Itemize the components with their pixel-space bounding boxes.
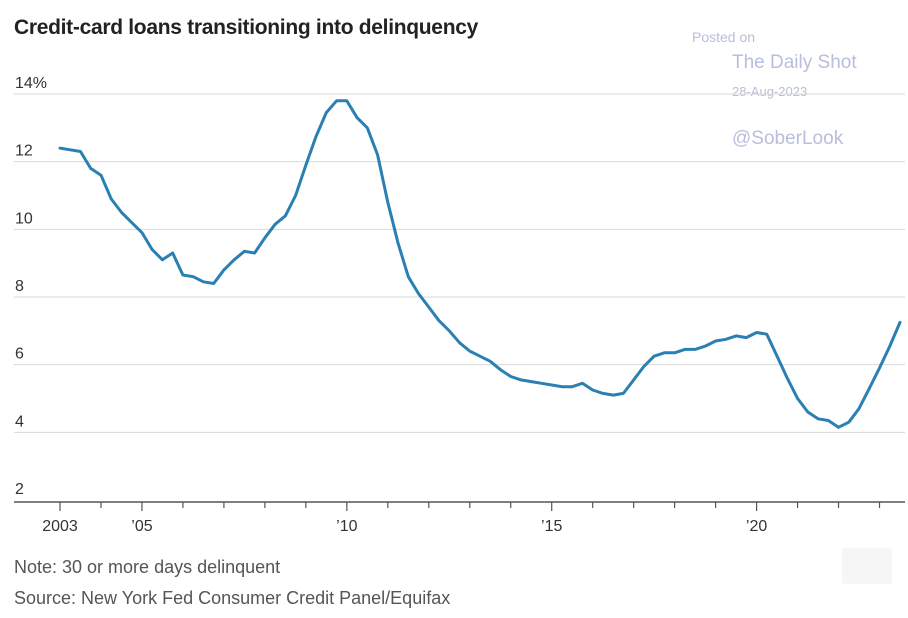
- x-tick-label: ’05: [131, 518, 152, 535]
- watermark-date: 28-Aug-2023: [732, 84, 808, 99]
- x-tick-label: ’15: [541, 518, 562, 535]
- y-axis-labels: 14% 12 10 8 6 4 2: [15, 75, 47, 498]
- chart-title: Credit-card loans transitioning into del…: [14, 16, 478, 39]
- y-tick-label: 4: [15, 413, 24, 430]
- watermark-posted-label: Posted on: [692, 29, 756, 45]
- chart-note: Note: 30 or more days delinquent: [14, 557, 281, 577]
- chart-source: Source: New York Fed Consumer Credit Pan…: [14, 588, 451, 608]
- x-tick-label: 2003: [42, 518, 78, 535]
- expand-button[interactable]: [842, 548, 892, 584]
- series-line-0: [58, 99, 902, 429]
- y-tick-label: 10: [15, 210, 33, 227]
- y-tick-label: 8: [15, 278, 24, 295]
- y-tick-label: 2: [15, 481, 24, 498]
- gridlines: [14, 93, 905, 433]
- watermark-publication-name: The Daily Shot: [732, 52, 857, 73]
- x-tick-label: ’20: [746, 518, 767, 535]
- watermark-handle: @SoberLook: [732, 128, 844, 149]
- series-layer: [58, 99, 902, 429]
- y-tick-label: 12: [15, 143, 33, 160]
- x-tick-label: ’10: [336, 518, 357, 535]
- y-tick-label: 6: [15, 346, 24, 363]
- x-axis: 2003 ’05 ’10 ’15 ’20: [14, 501, 905, 535]
- y-tick-label: 14%: [15, 75, 47, 92]
